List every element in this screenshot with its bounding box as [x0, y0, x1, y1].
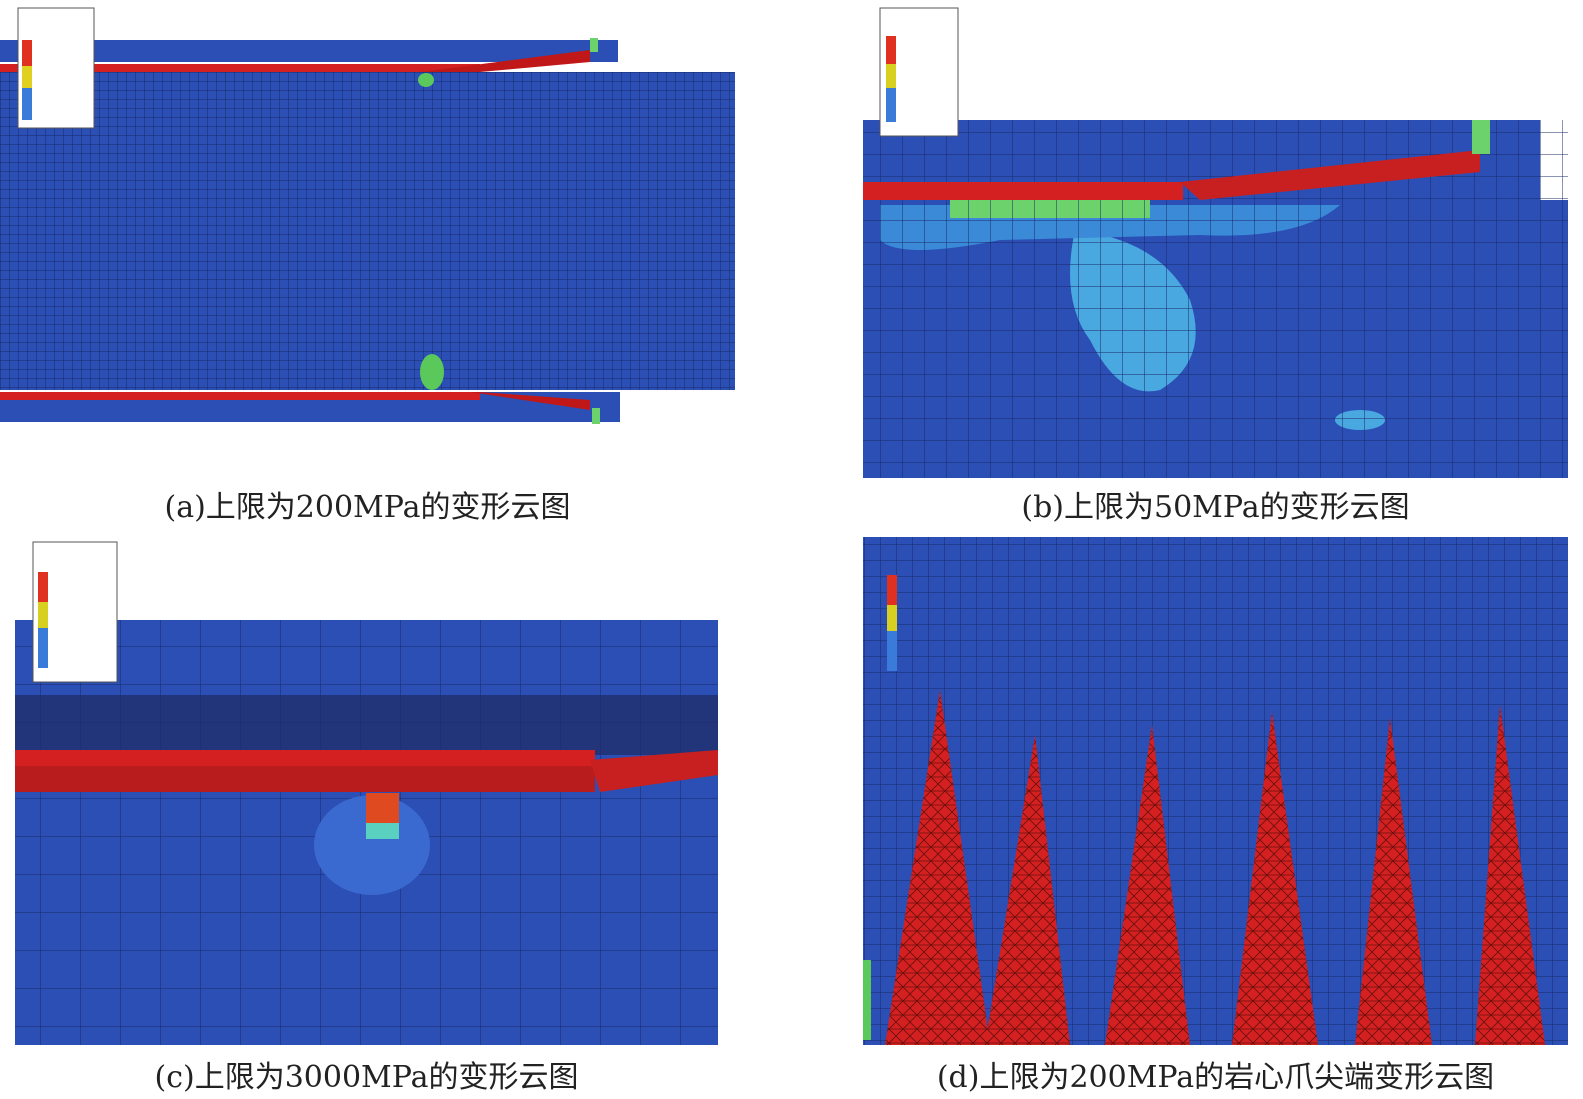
caption: (b)上限为50MPa的变形云图: [1021, 490, 1410, 525]
caption: (c)上限为3000MPa的变形云图: [154, 1060, 579, 1095]
panel-d: [863, 537, 1568, 1045]
panel-c: [15, 541, 718, 1045]
panel-b: [863, 7, 1568, 478]
caption: (d)上限为200MPa的岩心爪尖端变形云图: [936, 1060, 1495, 1095]
caption: (a)上限为200MPa的变形云图: [164, 490, 571, 525]
panel-a: [0, 7, 735, 424]
